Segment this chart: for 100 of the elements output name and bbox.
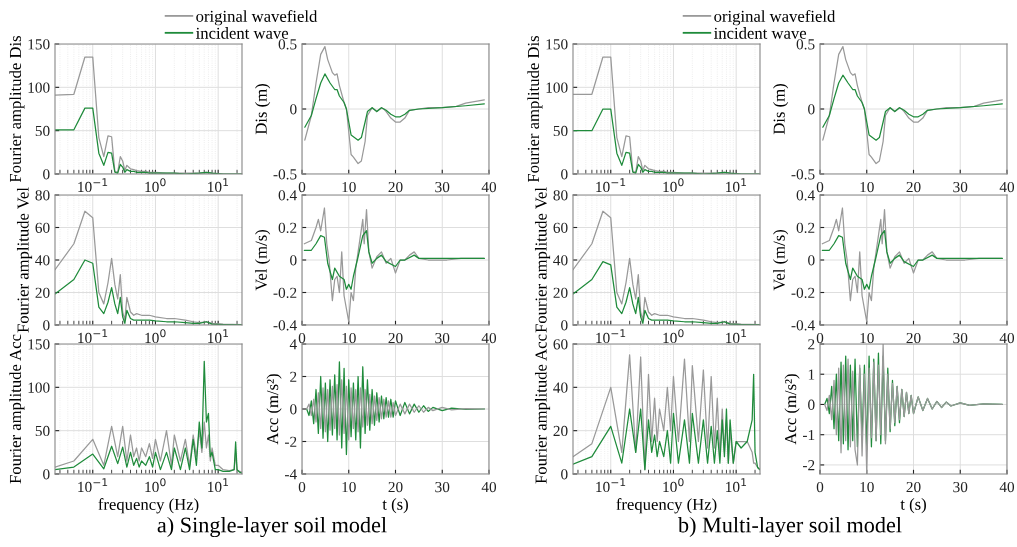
x-tick-label: 0 bbox=[816, 332, 824, 344]
line-series bbox=[303, 230, 485, 290]
y-axis-title: Acc (m/s²) bbox=[784, 374, 800, 445]
y-tick-label: 2 bbox=[290, 371, 297, 382]
y-tick-label: -0.5 bbox=[273, 169, 297, 180]
x-tick-label: 10$^{1}$ bbox=[208, 178, 229, 193]
y-tick-label: -2 bbox=[802, 460, 815, 471]
line-series bbox=[306, 379, 485, 441]
x-tick-label: 10$^{−1}$ bbox=[596, 178, 626, 193]
x-tick-label: 10$^{0}$ bbox=[145, 178, 166, 193]
x-tick-label: 10$^{−1}$ bbox=[78, 329, 108, 344]
legend-label: incident wave bbox=[195, 27, 289, 39]
y-tick-label: 100 bbox=[28, 382, 50, 393]
y-tick-label: 0 bbox=[43, 169, 50, 180]
y-tick-label: 0 bbox=[808, 255, 815, 266]
y-tick-label: -0.2 bbox=[273, 287, 297, 299]
y-axis-title: Fourier amplitude Acc bbox=[9, 334, 25, 484]
y-tick-label: 150 bbox=[28, 39, 50, 50]
x-tick-label: 10$^{1}$ bbox=[208, 478, 229, 493]
x-tick-label: 20 bbox=[388, 181, 403, 193]
y-axis-title: Fourier amplitude Acc bbox=[534, 334, 551, 484]
y-tick-label: 100 bbox=[28, 82, 50, 93]
y-tick-label: -4 bbox=[284, 469, 297, 480]
x-axis-title: t (s) bbox=[900, 498, 926, 514]
y-tick-label: 0.2 bbox=[278, 222, 297, 234]
y-tick-label: 60 bbox=[35, 222, 50, 233]
y-tick-label: 50 bbox=[35, 425, 50, 437]
y-tick-label: 60 bbox=[553, 222, 568, 233]
x-tick-label: 10 bbox=[342, 332, 356, 344]
x-tick-label: 30 bbox=[435, 332, 450, 344]
x-tick-label: 40 bbox=[999, 332, 1015, 344]
x-tick-label: 30 bbox=[435, 481, 450, 493]
x-tick-label: 20 bbox=[388, 332, 403, 344]
x-axis-title: t (s) bbox=[382, 498, 408, 514]
y-tick-label: 80 bbox=[35, 190, 50, 201]
x-tick-label: 10$^{1}$ bbox=[726, 478, 747, 493]
y-axis-title: Vel (m/s) bbox=[255, 229, 271, 291]
y-tick-label: 0 bbox=[290, 404, 297, 415]
x-tick-label: 0 bbox=[816, 481, 824, 493]
x-tick-label: 20 bbox=[906, 181, 921, 193]
y-axis-title: Fourier amplitude Dis bbox=[9, 36, 25, 183]
x-tick-label: 10 bbox=[860, 481, 874, 493]
y-tick-label: 50 bbox=[35, 125, 50, 137]
y-tick-label: 2 bbox=[808, 339, 815, 350]
y-axis-title: Fourier amplitude Vel bbox=[16, 187, 33, 333]
y-tick-label: 0 bbox=[808, 104, 815, 115]
x-tick-label: 0 bbox=[298, 332, 306, 344]
text: b) Multi-layer soil model bbox=[677, 516, 902, 538]
y-tick-label: 4 bbox=[289, 339, 297, 350]
y-axis-title: Dis (m) bbox=[773, 84, 789, 135]
y-tick-label: 150 bbox=[28, 339, 50, 350]
legend-label: incident wave bbox=[713, 27, 807, 39]
x-tick-label: 0 bbox=[298, 181, 306, 193]
x-tick-label: 10$^{0}$ bbox=[145, 478, 166, 493]
y-tick-label: 100 bbox=[546, 82, 568, 93]
y-tick-label: -0.4 bbox=[273, 320, 297, 331]
x-tick-label: 40 bbox=[999, 481, 1015, 493]
line-series bbox=[304, 73, 485, 141]
y-tick-label: 0 bbox=[561, 469, 568, 480]
y-tick-label: 0.2 bbox=[796, 222, 815, 234]
x-tick-label: 10$^{0}$ bbox=[663, 478, 684, 493]
text: a) Single-layer soil model bbox=[157, 516, 387, 538]
y-tick-label: 0 bbox=[290, 255, 297, 266]
y-tick-label: 0.4 bbox=[796, 190, 815, 201]
x-tick-label: 40 bbox=[481, 332, 497, 344]
y-tick-label: -1 bbox=[802, 429, 815, 440]
x-tick-label: 20 bbox=[906, 332, 921, 344]
y-axis-title: Acc (m/s²) bbox=[266, 374, 282, 445]
x-tick-label: 10 bbox=[342, 181, 356, 193]
x-axis-title: frequency (Hz) bbox=[98, 498, 199, 514]
y-tick-label: 0 bbox=[561, 320, 568, 331]
line-series bbox=[821, 230, 1003, 290]
x-tick-label: 30 bbox=[435, 181, 450, 193]
x-axis-title: frequency (Hz) bbox=[616, 498, 717, 514]
y-tick-label: 20 bbox=[553, 425, 568, 437]
y-tick-label: 0 bbox=[43, 320, 50, 331]
x-tick-label: 0 bbox=[298, 481, 306, 493]
x-tick-label: 10$^{0}$ bbox=[145, 329, 166, 344]
x-tick-label: 10$^{−1}$ bbox=[78, 478, 108, 493]
y-tick-label: 0 bbox=[561, 169, 568, 180]
x-tick-label: 40 bbox=[481, 181, 497, 193]
y-axis-title: Vel (m/s) bbox=[773, 229, 789, 291]
y-axis-title: Fourier amplitude Vel bbox=[534, 187, 551, 333]
legend-label: original wavefield bbox=[196, 10, 318, 26]
y-tick-label: 0 bbox=[43, 469, 50, 480]
x-tick-label: 40 bbox=[999, 181, 1015, 193]
x-tick-label: 0 bbox=[816, 181, 824, 193]
y-tick-label: 0.5 bbox=[796, 39, 815, 50]
y-axis-title: Fourier amplitude Dis bbox=[527, 36, 543, 183]
y-tick-label: 60 bbox=[553, 339, 568, 350]
y-tick-label: 0 bbox=[808, 399, 815, 410]
x-tick-label: 10$^{−1}$ bbox=[596, 478, 626, 493]
y-tick-label: 40 bbox=[553, 255, 568, 266]
y-tick-label: 40 bbox=[35, 255, 50, 266]
y-tick-label: -0.2 bbox=[791, 287, 815, 299]
y-tick-label: 0.4 bbox=[278, 190, 297, 201]
x-tick-label: 30 bbox=[953, 481, 968, 493]
x-tick-label: 10 bbox=[860, 181, 874, 193]
x-tick-label: 10$^{−1}$ bbox=[78, 178, 108, 193]
y-tick-label: 80 bbox=[553, 190, 568, 201]
